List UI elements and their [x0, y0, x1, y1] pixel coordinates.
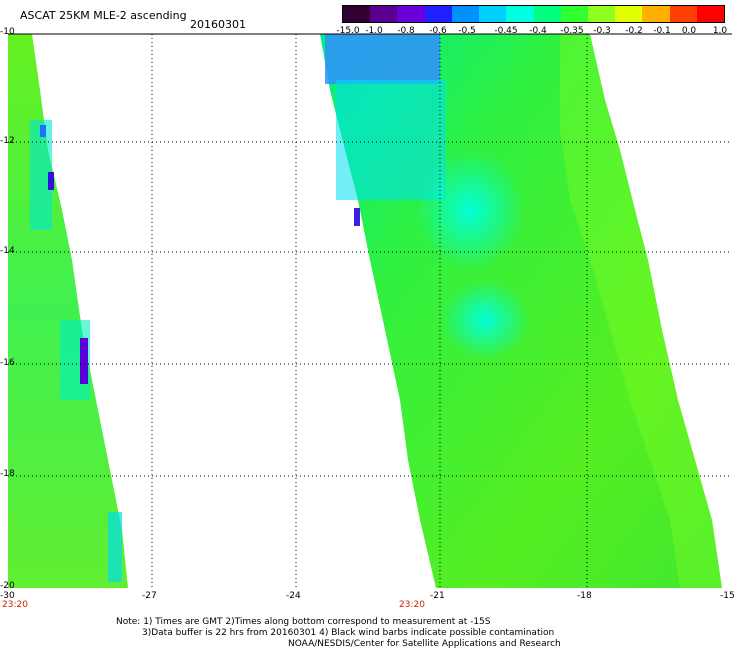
right-swath-blue-patch [325, 34, 440, 84]
note-line-2: 3)Data buffer is 22 hrs from 20160301 4)… [142, 628, 555, 638]
right-swath [320, 34, 722, 588]
right-swath-cyan-blob [440, 280, 530, 360]
note-line-3: NOAA/NESDIS/Center for Satellite Applica… [288, 639, 561, 649]
colorbar-segment [479, 6, 507, 22]
colorbar-tick: -15.0 [336, 26, 360, 36]
colorbar-segment [615, 6, 643, 22]
y-axis-label: -18 [0, 469, 15, 479]
left-swath-cyan-patch [108, 512, 122, 582]
colorbar-segment [533, 6, 561, 22]
y-axis-label: -12 [0, 136, 15, 146]
x-axis-label: -21 [430, 591, 445, 601]
colorbar-tick: -0.8 [397, 26, 415, 36]
x-axis-label: -30 [0, 591, 15, 601]
right-swath-light-band [560, 34, 722, 588]
colorbar-tick: -0.4 [529, 26, 547, 36]
y-axis-label: -10 [0, 27, 15, 37]
y-axis-label: -14 [0, 246, 15, 256]
colorbar-tick: -0.2 [625, 26, 643, 36]
colorbar-tick: -0.5 [458, 26, 476, 36]
colorbar-segment [587, 6, 616, 22]
colorbar-segment [451, 6, 480, 22]
colorbar-tick: -0.1 [653, 26, 671, 36]
colorbar-segment [424, 6, 452, 22]
colorbar-segment [506, 6, 534, 22]
colorbar-tick: 0.0 [681, 26, 697, 36]
colorbar-segment [343, 6, 371, 22]
left-swath-blue-pixel [40, 125, 46, 137]
left-swath-cyan-patch [30, 120, 52, 230]
colorbar-segment [397, 6, 425, 22]
colorbar-segment [669, 6, 697, 22]
time-label: 23:20 [399, 600, 425, 610]
colorbar-segment [560, 6, 588, 22]
colorbar-segment [370, 6, 398, 22]
chart-date: 20160301 [190, 18, 246, 31]
left-swath-purple-pixel [80, 338, 88, 384]
colorbar-tick: -0.45 [494, 26, 518, 36]
colorbar-segment [642, 6, 670, 22]
x-axis-label: -18 [577, 591, 592, 601]
right-swath-cyan-blob [415, 150, 525, 270]
note-line-1: Note: 1) Times are GMT 2)Times along bot… [116, 617, 491, 627]
colorbar-tick: -0.3 [593, 26, 611, 36]
y-axis-label: -20 [0, 581, 15, 591]
colorbar-tick: -1.0 [365, 26, 383, 36]
left-swath-purple-pixel [48, 172, 54, 190]
x-axis-label: -24 [286, 591, 301, 601]
y-axis-label: -16 [0, 358, 15, 368]
colorbar-tick: 1.0 [712, 26, 728, 36]
x-axis-label: -27 [142, 591, 157, 601]
colorbar [342, 5, 725, 23]
colorbar-segment [696, 6, 725, 22]
right-swath-purple-pixel [354, 208, 360, 226]
grid [8, 34, 732, 588]
colorbar-tick: -0.35 [560, 26, 584, 36]
colorbar-tick: -0.6 [429, 26, 447, 36]
left-swath [8, 34, 128, 588]
x-axis-label: -15 [720, 591, 735, 601]
time-label: 23:20 [2, 600, 28, 610]
chart-title: ASCAT 25KM MLE-2 ascending [20, 9, 187, 22]
